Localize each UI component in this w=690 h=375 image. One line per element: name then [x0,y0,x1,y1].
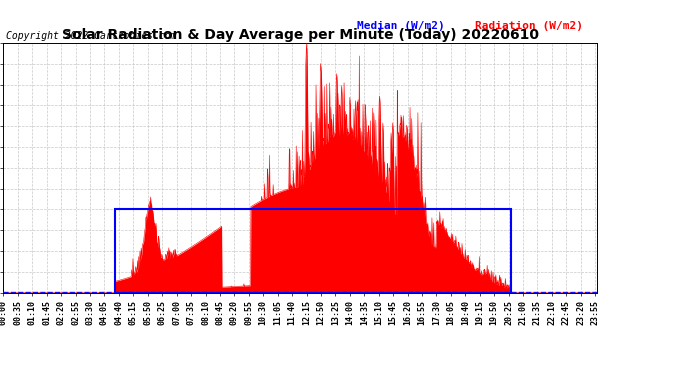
Bar [115,209,511,292]
Title: Solar Radiation & Day Average per Minute (Today) 20220610: Solar Radiation & Day Average per Minute… [61,28,539,42]
Text: Median (W/m2): Median (W/m2) [357,21,444,32]
Text: Radiation (W/m2): Radiation (W/m2) [475,21,583,32]
Text: Copyright 2022 Cartronics.com: Copyright 2022 Cartronics.com [6,32,176,41]
